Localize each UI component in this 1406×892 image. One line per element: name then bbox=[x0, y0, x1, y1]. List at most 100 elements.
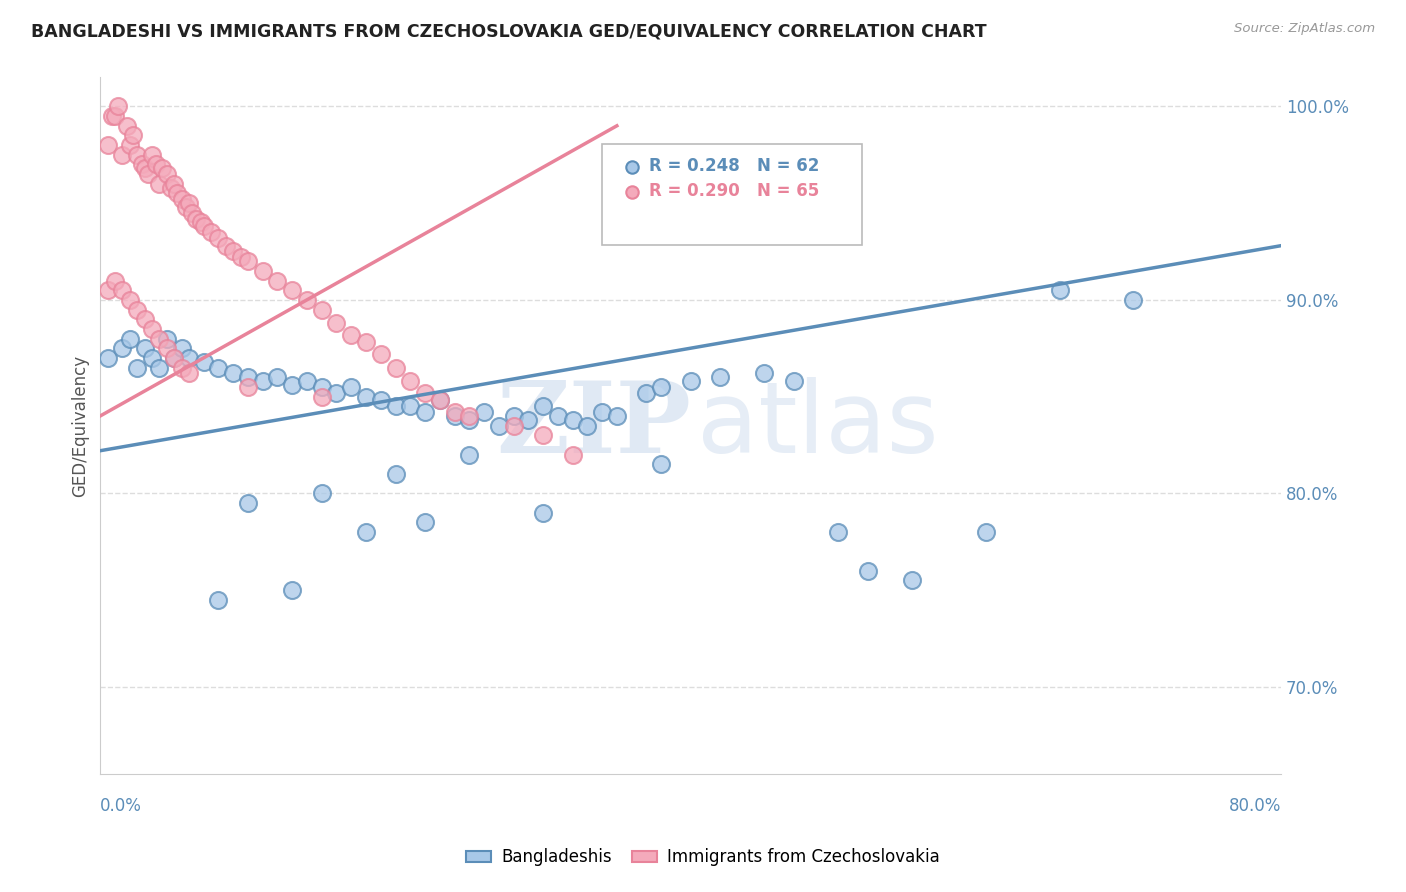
Point bbox=[156, 332, 179, 346]
Point bbox=[104, 273, 127, 287]
Point bbox=[163, 351, 186, 365]
Point bbox=[783, 374, 806, 388]
Point bbox=[901, 574, 924, 588]
Point bbox=[370, 393, 392, 408]
Point bbox=[156, 167, 179, 181]
Point bbox=[354, 524, 377, 539]
Point bbox=[207, 231, 229, 245]
Point bbox=[141, 351, 163, 365]
Point bbox=[127, 302, 149, 317]
Point bbox=[384, 360, 406, 375]
Text: atlas: atlas bbox=[696, 377, 938, 474]
Text: BANGLADESHI VS IMMIGRANTS FROM CZECHOSLOVAKIA GED/EQUIVALENCY CORRELATION CHART: BANGLADESHI VS IMMIGRANTS FROM CZECHOSLO… bbox=[31, 22, 987, 40]
Point bbox=[311, 486, 333, 500]
Point bbox=[170, 360, 193, 375]
Point bbox=[111, 341, 134, 355]
FancyBboxPatch shape bbox=[602, 144, 862, 244]
Point bbox=[148, 332, 170, 346]
Point bbox=[531, 428, 554, 442]
Point bbox=[252, 374, 274, 388]
Point bbox=[413, 405, 436, 419]
Point bbox=[266, 370, 288, 384]
Point bbox=[236, 496, 259, 510]
Point bbox=[222, 367, 245, 381]
Point bbox=[281, 378, 304, 392]
Point bbox=[472, 405, 495, 419]
Point bbox=[827, 524, 849, 539]
Point bbox=[97, 138, 120, 153]
Point bbox=[606, 409, 628, 423]
Point bbox=[340, 327, 363, 342]
Point bbox=[207, 592, 229, 607]
Point bbox=[488, 418, 510, 433]
Point bbox=[458, 413, 481, 427]
Point bbox=[370, 347, 392, 361]
Point bbox=[576, 418, 599, 433]
Point bbox=[502, 418, 524, 433]
Point bbox=[399, 399, 422, 413]
Point bbox=[354, 335, 377, 350]
Point bbox=[145, 157, 167, 171]
Point bbox=[148, 177, 170, 191]
Point bbox=[547, 409, 569, 423]
Point bbox=[118, 293, 141, 307]
Point bbox=[650, 457, 672, 471]
Point bbox=[127, 360, 149, 375]
Point bbox=[429, 393, 451, 408]
Point bbox=[502, 409, 524, 423]
Point bbox=[311, 380, 333, 394]
Point bbox=[180, 206, 202, 220]
Point bbox=[163, 351, 186, 365]
Point bbox=[384, 399, 406, 413]
Point bbox=[118, 138, 141, 153]
Point bbox=[134, 161, 156, 176]
Point bbox=[458, 448, 481, 462]
Point bbox=[101, 109, 124, 123]
Point bbox=[193, 219, 215, 234]
Point bbox=[160, 180, 183, 194]
Point bbox=[193, 355, 215, 369]
Point bbox=[134, 341, 156, 355]
Point bbox=[1122, 293, 1144, 307]
Point bbox=[177, 367, 200, 381]
Point bbox=[150, 161, 173, 176]
Point bbox=[281, 283, 304, 297]
Point bbox=[458, 409, 481, 423]
Point bbox=[236, 370, 259, 384]
Point bbox=[97, 351, 120, 365]
Point bbox=[97, 283, 120, 297]
Point bbox=[136, 167, 159, 181]
Point bbox=[531, 399, 554, 413]
Text: 0.0%: 0.0% bbox=[100, 797, 142, 815]
Point bbox=[754, 367, 776, 381]
Point bbox=[413, 515, 436, 529]
Point bbox=[591, 405, 613, 419]
Point bbox=[156, 341, 179, 355]
Point bbox=[111, 148, 134, 162]
Point bbox=[177, 196, 200, 211]
Point bbox=[229, 250, 252, 264]
Point bbox=[325, 316, 347, 330]
Point bbox=[141, 148, 163, 162]
Point bbox=[170, 192, 193, 206]
Point bbox=[107, 99, 129, 113]
Point bbox=[170, 341, 193, 355]
Point bbox=[340, 380, 363, 394]
Point bbox=[148, 360, 170, 375]
Point bbox=[174, 200, 197, 214]
Point bbox=[311, 390, 333, 404]
Point bbox=[222, 244, 245, 259]
Point bbox=[215, 238, 238, 252]
Point bbox=[236, 254, 259, 268]
Point bbox=[636, 385, 658, 400]
Point bbox=[236, 380, 259, 394]
Point bbox=[121, 128, 143, 143]
Point bbox=[166, 186, 188, 201]
Text: 80.0%: 80.0% bbox=[1229, 797, 1281, 815]
Point bbox=[679, 374, 702, 388]
Point bbox=[561, 413, 583, 427]
Point bbox=[115, 119, 138, 133]
Point bbox=[111, 283, 134, 297]
Point bbox=[131, 157, 153, 171]
Point bbox=[177, 351, 200, 365]
